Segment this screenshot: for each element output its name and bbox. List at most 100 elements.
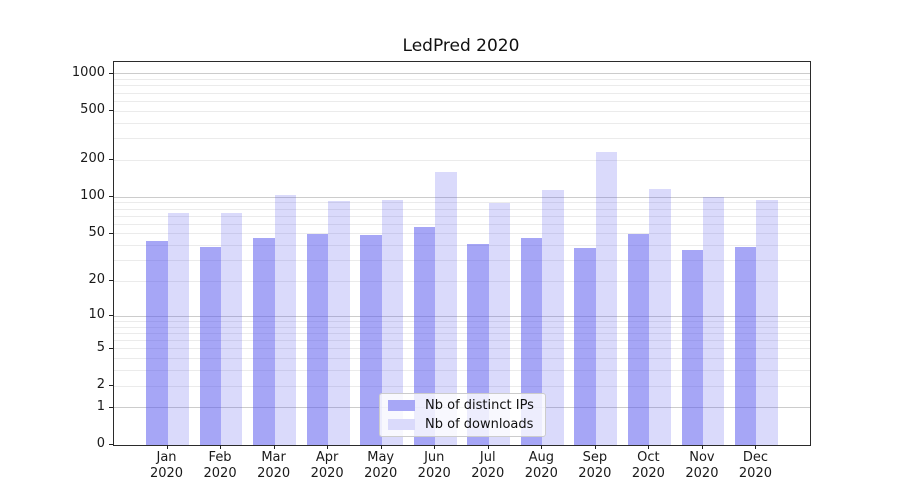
x-tick-mark [327,445,329,449]
y-tick-mark [109,347,113,349]
bar-downloads-dec [756,200,778,445]
gridline-minor [114,280,810,282]
legend-label-downloads: Nb of downloads [425,417,534,432]
x-tick-label-jul: Jul 2020 [471,450,505,481]
x-tick-mark [648,445,650,449]
y-tick-label: 1000 [71,64,105,80]
bar-ips-jun [413,226,436,445]
y-tick-mark [109,72,113,74]
x-tick-mark [594,445,596,449]
gridline-minor [114,202,810,204]
y-tick-label: 200 [80,151,105,167]
x-tick-mark [541,445,543,449]
x-tick-mark [701,445,703,449]
bar-downloads-jan [167,213,189,445]
bar-ips-oct [627,233,650,445]
gridline-minor [114,85,810,87]
x-tick-label-feb: Feb 2020 [203,450,237,481]
gridline-minor [114,110,810,112]
y-tick-mark [109,110,113,112]
plot-area [113,61,811,446]
chart-title: LedPred 2020 [402,36,520,56]
x-tick-label-aug: Aug 2020 [524,450,558,481]
gridline-minor [114,215,810,217]
gridline-minor [114,260,810,262]
y-tick-label: 500 [80,102,105,118]
x-tick-mark [487,445,489,449]
gridline-minor [114,100,810,102]
bar-ips-mar [253,238,275,445]
x-tick-mark [380,445,382,449]
gridline-minor [114,358,810,360]
x-tick-mark [755,445,757,449]
x-tick-mark [273,445,275,449]
y-tick-mark [109,385,113,386]
y-tick-label: 100 [80,188,105,204]
y-tick-label: 10 [88,307,105,323]
y-tick-mark [109,315,113,317]
gridline-major [114,196,810,198]
legend-item-downloads: Nb of downloads [380,417,545,432]
gridline-minor [114,223,810,225]
bar-downloads-jul [488,202,511,445]
bar-downloads-sep [595,151,618,445]
bar-downloads-aug [542,189,564,445]
bar-ips-apr [306,233,329,445]
x-tick-label-jun: Jun 2020 [417,450,451,481]
x-tick-label-sep: Sep 2020 [578,450,612,481]
y-tick-label: 2 [96,377,105,392]
gridline-minor [114,79,810,81]
gridline-minor [114,320,810,322]
y-tick-label: 1 [96,398,105,414]
y-tick-mark [109,280,113,282]
gridline-minor [114,138,810,139]
y-tick-mark [109,196,113,198]
x-tick-mark [166,445,168,449]
gridline-major [114,315,810,317]
gridline-minor [114,122,810,124]
bar-ips-feb [199,246,222,445]
x-tick-label-oct: Oct 2020 [631,450,665,481]
legend-item-distinct-ips: Nb of distinct IPs [380,398,545,413]
legend-label-distinct-ips: Nb of distinct IPs [425,398,534,413]
legend-swatch-distinct-ips [388,400,415,411]
bar-downloads-feb [221,213,243,445]
bar-downloads-oct [649,188,671,445]
gridline-minor [114,339,810,341]
gridline-major [114,73,810,75]
y-tick-label: 5 [96,339,105,355]
bar-downloads-mar [274,194,297,445]
bar-downloads-may [381,200,404,445]
gridline-minor [114,385,810,387]
x-tick-label-jan: Jan 2020 [149,450,184,481]
gridline-minor [114,159,810,161]
x-tick-label-may: May 2020 [364,450,398,481]
y-tick-label: 0 [96,436,105,451]
gridline-minor [114,233,810,235]
gridline-minor [114,370,810,372]
x-tick-mark [220,445,222,449]
bar-ips-nov [681,249,703,445]
bar-downloads-jun [435,172,457,445]
x-tick-label-dec: Dec 2020 [738,450,772,481]
gridline-minor [114,245,810,247]
gridline-minor [114,92,810,94]
y-tick-mark [109,406,113,408]
y-tick-label: 20 [88,272,105,288]
bar-downloads-nov [702,197,725,445]
legend: Nb of distinct IPs Nb of downloads [379,393,546,437]
gridline-minor [114,326,810,328]
x-tick-label-apr: Apr 2020 [310,450,344,481]
x-tick-label-mar: Mar 2020 [257,450,291,481]
bar-ips-dec [735,246,757,445]
y-tick-mark [109,444,113,445]
x-tick-mark [434,445,436,449]
bar-ips-jan [146,240,168,445]
y-tick-mark [109,232,113,234]
x-tick-label-nov: Nov 2020 [685,450,719,481]
gridline-minor [114,208,810,210]
y-tick-label: 50 [88,224,105,240]
legend-swatch-downloads [388,419,415,430]
bar-ips-may [360,234,382,445]
